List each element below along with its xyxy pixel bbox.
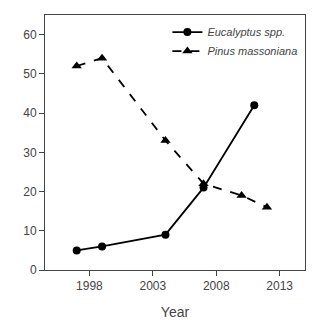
svg-text:2013: 2013 [266,279,293,293]
svg-text:30: 30 [23,146,37,160]
svg-text:10: 10 [23,224,37,238]
svg-text:1998: 1998 [76,279,103,293]
svg-text:50: 50 [23,67,37,81]
svg-text:2003: 2003 [139,279,166,293]
svg-text:Eucalyptus spp.: Eucalyptus spp. [207,26,285,38]
svg-text:Year: Year [161,304,190,320]
svg-text:0: 0 [30,263,37,277]
svg-text:Pinus massoniana: Pinus massoniana [207,45,297,57]
svg-text:40: 40 [23,106,37,120]
svg-text:2008: 2008 [203,279,230,293]
svg-text:20: 20 [23,185,37,199]
svg-text:60: 60 [23,28,37,42]
